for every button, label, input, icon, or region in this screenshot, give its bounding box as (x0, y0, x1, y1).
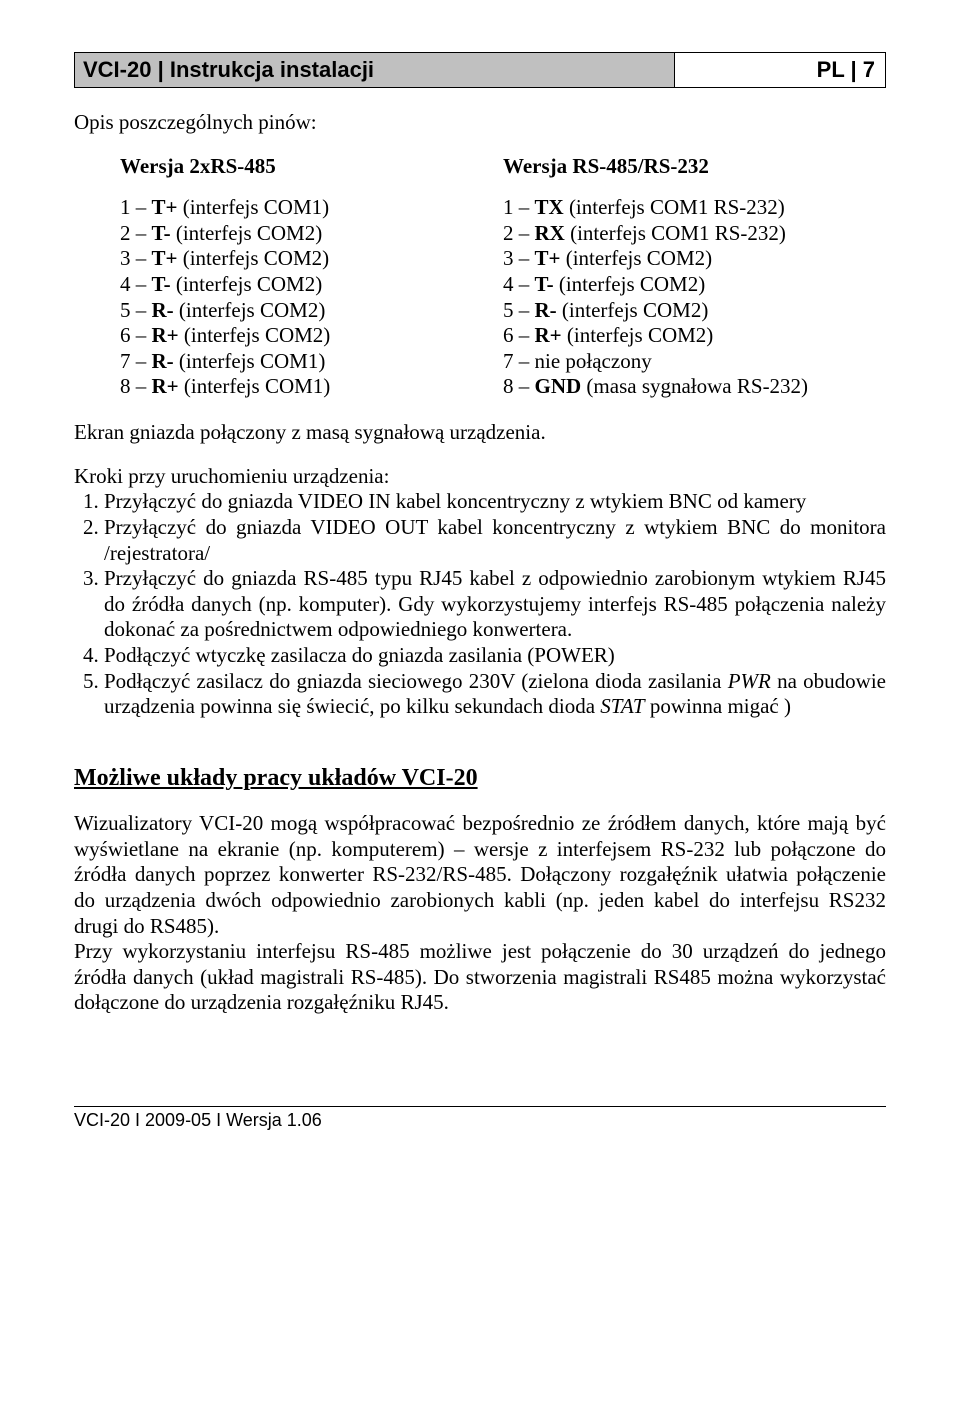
steps-list: Przyłączyć do gniazda VIDEO IN kabel kon… (74, 489, 886, 719)
step-item: Podłączyć zasilacz do gniazda sieciowego… (104, 669, 886, 720)
col-right-title: Wersja RS-485/RS-232 (503, 154, 886, 180)
pin-row: 4 – T- (interfejs COM2) (120, 272, 503, 298)
pin-row: 3 – T+ (interfejs COM2) (503, 246, 886, 272)
pin-row: 8 – R+ (interfejs COM1) (120, 374, 503, 400)
pin-row: 3 – T+ (interfejs COM2) (120, 246, 503, 272)
intro-text: Opis poszczególnych pinów: (74, 110, 886, 136)
pin-row: 8 – GND (masa sygnałowa RS-232) (503, 374, 886, 400)
step-item: Przyłączyć do gniazda VIDEO IN kabel kon… (104, 489, 886, 515)
col-left: Wersja 2xRS-485 1 – T+ (interfejs COM1)2… (120, 154, 503, 400)
pin-row: 2 – RX (interfejs COM1 RS-232) (503, 221, 886, 247)
pin-row: 7 – R- (interfejs COM1) (120, 349, 503, 375)
steps-title: Kroki przy uruchomieniu urządzenia: (74, 464, 886, 490)
pin-row: 7 – nie połączony (503, 349, 886, 375)
step-item: Podłączyć wtyczkę zasilacza do gniazda z… (104, 643, 886, 669)
screen-note: Ekran gniazda połączony z masą sygnałową… (74, 420, 886, 446)
pin-row: 1 – T+ (interfejs COM1) (120, 195, 503, 221)
step-item: Przyłączyć do gniazda RS-485 typu RJ45 k… (104, 566, 886, 643)
pin-row: 6 – R+ (interfejs COM2) (503, 323, 886, 349)
page-header: VCI-20 | Instrukcja instalacji PL | 7 (74, 52, 886, 88)
section2-title: Możliwe układy pracy układów VCI-20 (74, 764, 886, 793)
footer: VCI-20 I 2009-05 I Wersja 1.06 (74, 1106, 886, 1131)
pin-row: 2 – T- (interfejs COM2) (120, 221, 503, 247)
paragraph-2: Przy wykorzystaniu interfejsu RS-485 moż… (74, 939, 886, 1016)
col-left-title: Wersja 2xRS-485 (120, 154, 503, 180)
paragraph-1: Wizualizatory VCI-20 mogą współpracować … (74, 811, 886, 939)
col-right: Wersja RS-485/RS-232 1 – TX (interfejs C… (503, 154, 886, 400)
pin-row: 1 – TX (interfejs COM1 RS-232) (503, 195, 886, 221)
header-page: PL | 7 (675, 52, 886, 88)
pin-row: 4 – T- (interfejs COM2) (503, 272, 886, 298)
pin-row: 5 – R- (interfejs COM2) (503, 298, 886, 324)
pin-columns: Wersja 2xRS-485 1 – T+ (interfejs COM1)2… (120, 154, 886, 400)
pin-row: 5 – R- (interfejs COM2) (120, 298, 503, 324)
header-title: VCI-20 | Instrukcja instalacji (74, 52, 675, 88)
pin-row: 6 – R+ (interfejs COM2) (120, 323, 503, 349)
step-item: Przyłączyć do gniazda VIDEO OUT kabel ko… (104, 515, 886, 566)
